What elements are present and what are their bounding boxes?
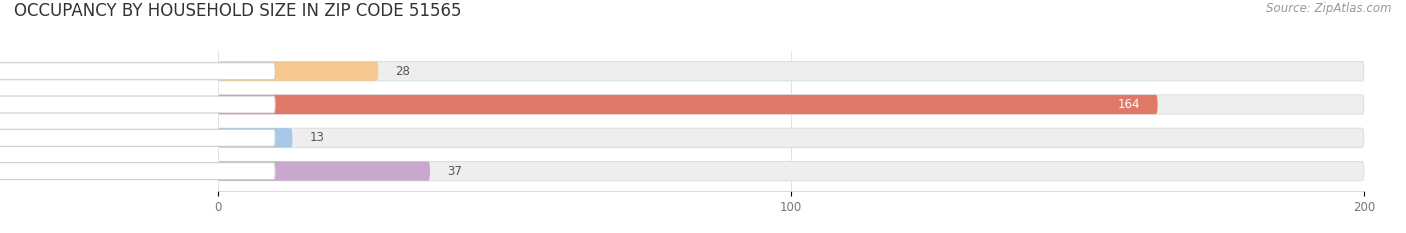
Text: 164: 164 [1118,98,1140,111]
FancyBboxPatch shape [218,95,1364,114]
Text: 13: 13 [309,131,325,144]
FancyBboxPatch shape [218,128,1364,147]
FancyBboxPatch shape [218,161,430,181]
FancyBboxPatch shape [218,95,1157,114]
Text: Source: ZipAtlas.com: Source: ZipAtlas.com [1267,2,1392,15]
FancyBboxPatch shape [0,129,276,146]
Text: 28: 28 [395,65,411,78]
FancyBboxPatch shape [218,62,1364,81]
FancyBboxPatch shape [218,128,292,147]
Text: OCCUPANCY BY HOUSEHOLD SIZE IN ZIP CODE 51565: OCCUPANCY BY HOUSEHOLD SIZE IN ZIP CODE … [14,2,461,20]
FancyBboxPatch shape [0,163,276,180]
FancyBboxPatch shape [218,62,378,81]
Text: 37: 37 [447,164,463,178]
FancyBboxPatch shape [218,161,1364,181]
FancyBboxPatch shape [0,96,276,113]
FancyBboxPatch shape [0,63,276,80]
